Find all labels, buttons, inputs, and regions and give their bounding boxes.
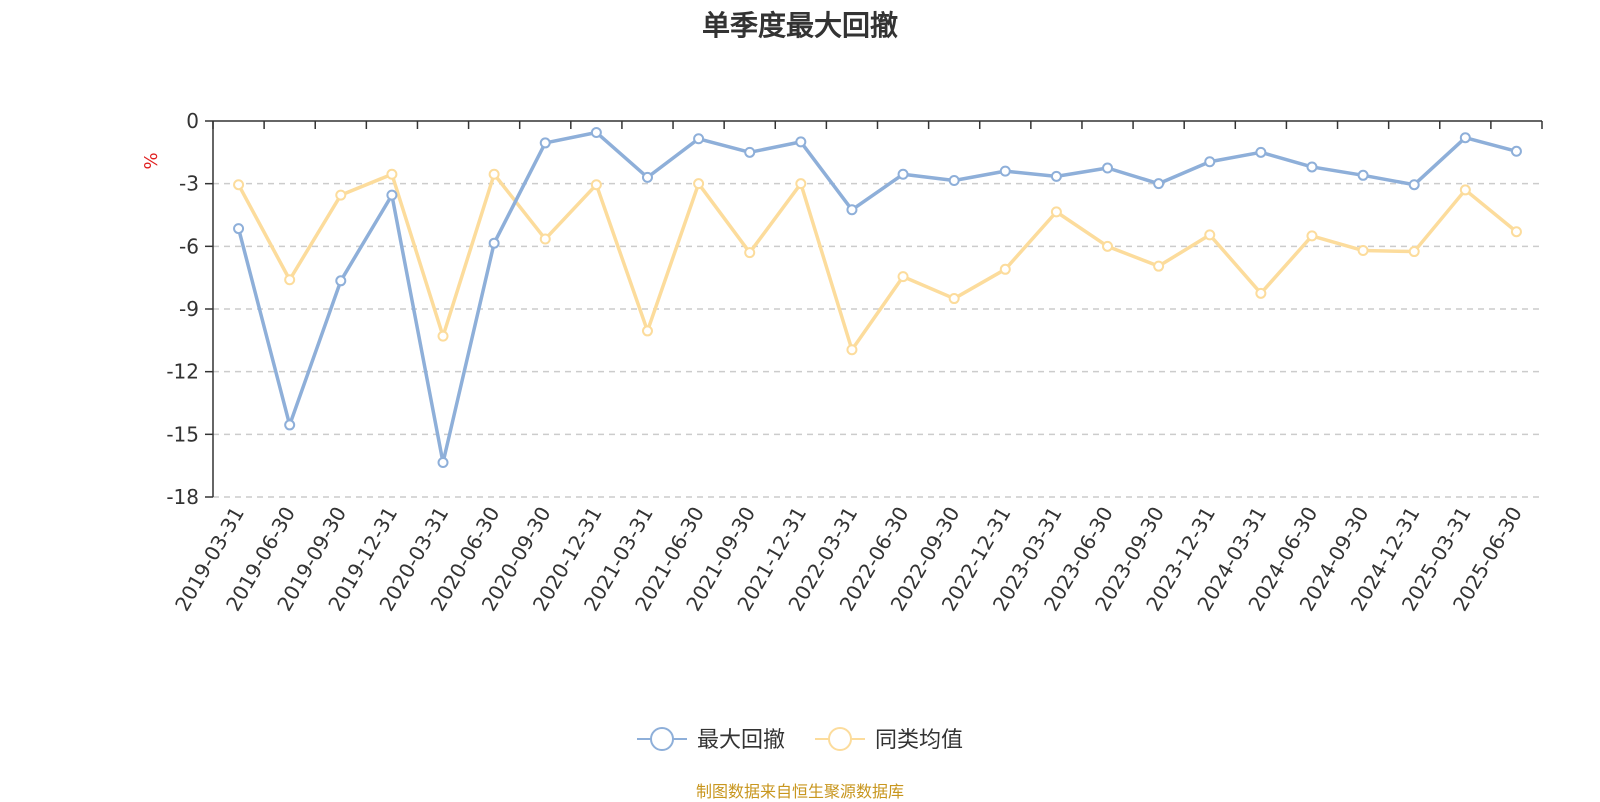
data-point — [539, 137, 551, 149]
data-point — [1510, 145, 1522, 157]
data-point — [693, 133, 705, 145]
y-tick-label: -3 — [179, 172, 199, 196]
data-point — [999, 165, 1011, 177]
axes: 0-3-6-9-12-15-18%2019-03-312019-06-30201… — [141, 109, 1543, 615]
data-source-note: 制图数据来自恒生聚源数据库 — [695, 782, 904, 801]
data-point — [641, 325, 653, 337]
data-point — [795, 136, 807, 148]
data-point — [641, 171, 653, 183]
data-point — [948, 293, 960, 305]
data-point — [1510, 226, 1522, 238]
data-point — [744, 146, 756, 158]
data-point — [284, 419, 296, 431]
grid-lines — [213, 182, 1542, 498]
data-point — [1153, 178, 1165, 190]
data-point — [693, 178, 705, 190]
data-point — [539, 233, 551, 245]
data-point — [233, 223, 245, 235]
y-tick-label: 0 — [186, 109, 199, 133]
data-point — [897, 168, 909, 180]
data-point — [1306, 161, 1318, 173]
data-point — [1204, 156, 1216, 168]
data-point — [795, 178, 807, 190]
data-point — [1102, 162, 1114, 174]
y-tick-label: -9 — [179, 297, 199, 321]
data-point — [1408, 179, 1420, 191]
data-point — [1357, 245, 1369, 257]
series-group — [233, 126, 1522, 469]
data-point — [488, 237, 500, 249]
y-axis-unit-label: % — [141, 152, 162, 169]
data-point — [335, 189, 347, 201]
y-tick-label: -6 — [179, 234, 199, 258]
data-point — [1204, 229, 1216, 241]
series-line-0 — [236, 130, 1517, 465]
data-point — [233, 179, 245, 191]
data-point — [1255, 146, 1267, 158]
data-point — [488, 168, 500, 180]
legend-label-1: 同类均值 — [875, 728, 963, 753]
y-tick-label: -15 — [166, 422, 199, 446]
y-tick-label: -18 — [166, 485, 199, 509]
legend-marker-0 — [650, 727, 674, 751]
data-point — [590, 179, 602, 191]
data-point — [284, 274, 296, 286]
data-point — [386, 189, 398, 201]
data-point — [1153, 260, 1165, 272]
legend-marker-1 — [828, 727, 852, 751]
chart-title: 单季度最大回撤 — [701, 9, 898, 42]
data-point — [846, 344, 858, 356]
data-point — [846, 204, 858, 216]
series-line-1 — [237, 172, 1518, 352]
data-point — [1050, 170, 1062, 182]
data-point — [948, 175, 960, 187]
legend-label-0: 最大回撤 — [697, 728, 785, 753]
data-point — [590, 126, 602, 138]
data-point — [1408, 246, 1420, 258]
data-point — [386, 168, 398, 180]
data-point — [335, 275, 347, 287]
data-point — [744, 247, 756, 259]
legend: 最大回撤 同类均值 — [637, 727, 963, 753]
data-point — [999, 263, 1011, 275]
data-point — [1255, 287, 1267, 299]
data-point — [1459, 184, 1471, 196]
data-point — [437, 330, 449, 342]
y-tick-label: -12 — [166, 360, 199, 384]
data-point — [1459, 132, 1471, 144]
data-point — [1306, 230, 1318, 242]
data-point — [1102, 240, 1114, 252]
data-point — [1357, 169, 1369, 181]
data-point — [437, 457, 449, 469]
data-point — [897, 271, 909, 283]
data-point — [1050, 206, 1062, 218]
